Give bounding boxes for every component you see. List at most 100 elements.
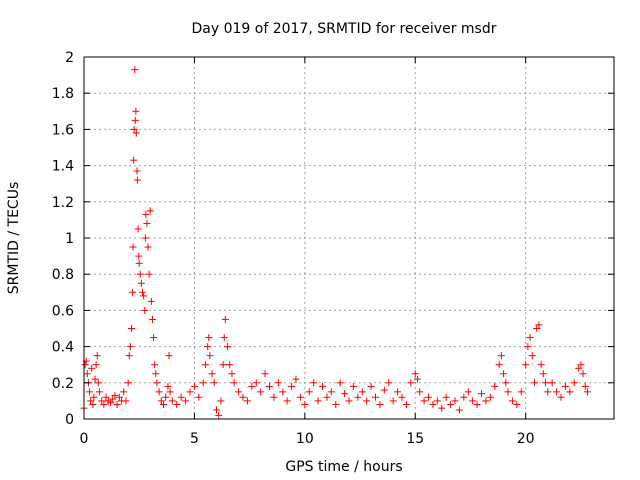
data-point <box>162 393 170 401</box>
data-point <box>243 397 251 405</box>
data-point <box>341 390 349 398</box>
data-point <box>137 279 145 287</box>
data-point <box>407 379 415 387</box>
data-point <box>139 288 147 296</box>
data-point <box>177 393 185 401</box>
data-point <box>455 406 463 414</box>
y-tick-label: 0 <box>65 412 74 428</box>
data-point <box>125 352 133 360</box>
data-point <box>95 388 103 396</box>
data-point <box>130 125 138 133</box>
data-point <box>145 270 153 278</box>
data-point <box>469 397 477 405</box>
data-point <box>332 401 340 409</box>
y-tick-label: 1.2 <box>52 195 74 211</box>
data-point <box>327 388 335 396</box>
y-tick-label: 0.4 <box>52 340 74 356</box>
data-point <box>230 379 238 387</box>
y-tick-label: 1.8 <box>52 86 74 102</box>
data-point <box>531 379 538 387</box>
y-tick-label: 0.6 <box>52 303 74 319</box>
data-point <box>155 388 163 396</box>
data-point <box>111 391 119 399</box>
data-point <box>283 397 291 405</box>
data-point <box>153 379 161 387</box>
data-point <box>140 292 148 300</box>
data-point <box>314 397 322 405</box>
data-point <box>497 352 505 360</box>
data-point <box>133 167 141 175</box>
data-point <box>517 388 525 396</box>
data-point <box>539 370 547 378</box>
data-point <box>201 361 209 369</box>
data-point <box>478 390 485 398</box>
data-point <box>581 382 589 390</box>
data-point <box>131 66 139 74</box>
data-point <box>584 388 591 396</box>
data-point <box>429 401 437 409</box>
data-point <box>131 116 139 124</box>
data-point <box>411 370 419 378</box>
data-point <box>561 382 569 390</box>
data-point <box>141 234 149 242</box>
y-tick-label: 1.4 <box>52 159 74 175</box>
data-point <box>160 401 167 409</box>
y-tick-label: 1.6 <box>52 122 74 138</box>
data-point <box>152 370 160 378</box>
data-points-layer <box>80 66 591 419</box>
data-point <box>206 352 214 360</box>
data-point <box>120 388 128 396</box>
data-point <box>575 364 583 372</box>
data-point <box>548 379 556 387</box>
data-point <box>132 129 140 137</box>
data-point <box>553 388 561 396</box>
data-point <box>526 334 534 342</box>
y-tick-label: 0.2 <box>52 376 74 392</box>
data-point <box>252 379 260 387</box>
data-point <box>261 370 269 378</box>
data-point <box>502 379 510 387</box>
data-point <box>524 343 532 351</box>
data-point <box>148 315 156 323</box>
grid-layer <box>84 57 614 419</box>
data-point <box>451 397 459 405</box>
data-point <box>482 397 490 405</box>
data-point <box>204 343 212 351</box>
data-point <box>94 379 102 387</box>
data-point <box>102 393 110 401</box>
data-point <box>93 352 101 360</box>
ticks-layer: 00.20.40.60.811.21.41.61.820 5 10 15 20 <box>52 50 614 447</box>
data-point <box>132 107 140 115</box>
data-point <box>570 379 578 387</box>
data-point <box>336 379 344 387</box>
data-point <box>195 393 203 401</box>
data-point <box>345 397 353 405</box>
data-point <box>100 401 108 409</box>
x-tick-label: 10 <box>296 431 314 447</box>
data-point <box>500 370 508 378</box>
data-point <box>292 375 300 383</box>
x-tick-label: 15 <box>406 431 424 447</box>
data-point <box>270 393 278 401</box>
data-point <box>420 397 428 405</box>
data-point <box>168 397 176 405</box>
data-point <box>257 388 265 396</box>
data-point <box>296 393 304 401</box>
data-point <box>577 361 585 369</box>
data-point <box>92 361 100 369</box>
data-point <box>136 270 144 278</box>
data-point <box>83 370 91 378</box>
data-point <box>235 388 243 396</box>
data-point <box>486 393 494 401</box>
data-point <box>219 361 227 369</box>
data-point <box>143 220 151 228</box>
data-point <box>165 352 173 360</box>
data-point <box>504 388 512 396</box>
data-point <box>224 343 232 351</box>
data-point <box>124 379 132 387</box>
data-point <box>537 361 545 369</box>
data-point <box>144 243 152 251</box>
data-point <box>376 401 384 409</box>
data-point <box>129 288 137 296</box>
data-point <box>135 252 143 260</box>
